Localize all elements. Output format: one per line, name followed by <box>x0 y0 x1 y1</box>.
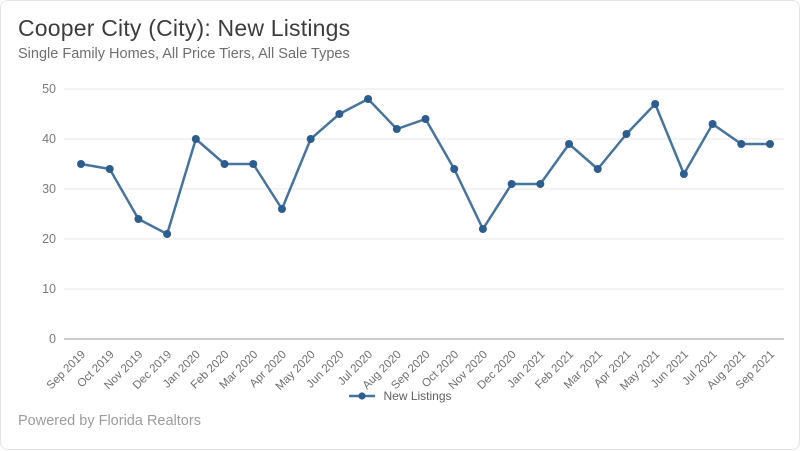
data-point[interactable] <box>478 225 487 233</box>
y-tick-label: 50 <box>42 82 56 96</box>
powered-by-attribution: Powered by Florida Realtors <box>18 413 201 429</box>
data-point[interactable] <box>335 110 344 118</box>
data-point[interactable] <box>134 215 143 223</box>
data-point[interactable] <box>220 160 229 168</box>
data-point[interactable] <box>679 170 688 178</box>
data-point[interactable] <box>536 180 545 188</box>
y-tick-label: 40 <box>42 132 56 146</box>
y-tick-label: 30 <box>42 182 56 196</box>
data-point[interactable] <box>392 125 401 133</box>
data-point[interactable] <box>364 95 373 103</box>
data-point[interactable] <box>105 165 114 173</box>
data-point[interactable] <box>766 140 774 148</box>
data-point[interactable] <box>306 135 315 143</box>
data-point[interactable] <box>277 205 286 213</box>
data-point[interactable] <box>249 160 258 168</box>
legend-line-marker-icon <box>349 392 376 400</box>
data-point[interactable] <box>191 135 200 143</box>
data-point[interactable] <box>565 140 574 148</box>
y-tick-label: 20 <box>42 232 56 246</box>
chart-subtitle: Single Family Homes, All Price Tiers, Al… <box>18 46 350 62</box>
legend-item-new-listings[interactable]: New Listings <box>1 389 799 403</box>
chart-title: Cooper City (City): New Listings <box>18 15 351 41</box>
data-point[interactable] <box>708 120 717 128</box>
data-point[interactable] <box>450 165 459 173</box>
data-point[interactable] <box>507 180 516 188</box>
data-point[interactable] <box>651 100 660 108</box>
y-tick-label: 0 <box>49 332 56 346</box>
data-point[interactable] <box>593 165 602 173</box>
data-point[interactable] <box>622 130 631 138</box>
data-point[interactable] <box>163 230 172 238</box>
data-point[interactable] <box>421 115 430 123</box>
data-point[interactable] <box>737 140 746 148</box>
legend-label: New Listings <box>383 389 452 403</box>
y-tick-label: 10 <box>42 282 56 296</box>
data-point[interactable] <box>77 160 85 168</box>
